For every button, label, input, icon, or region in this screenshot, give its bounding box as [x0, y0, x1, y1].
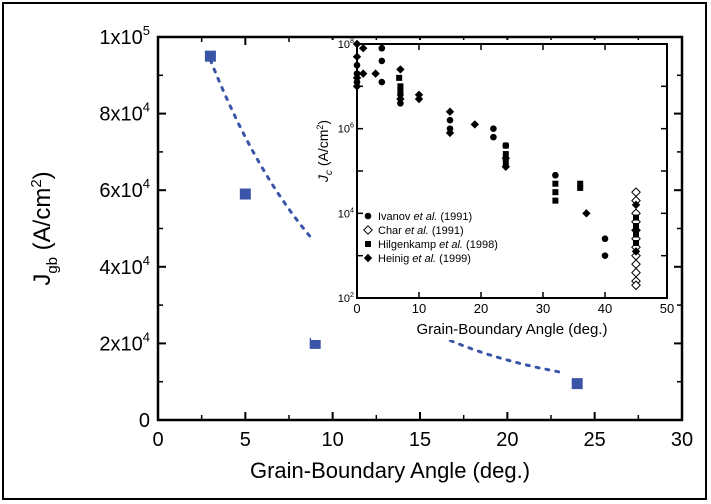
- main-x-axis-label: Grain-Boundary Angle (deg.): [250, 458, 530, 483]
- inset-data-point-diamond: [414, 94, 424, 104]
- inset-data-point-square: [552, 197, 559, 204]
- inset-y-tick-label: 108: [338, 37, 354, 51]
- legend-marker-circle: [364, 212, 372, 220]
- main-y-tick-label: 0: [139, 410, 150, 432]
- inset-data-point-square: [397, 83, 404, 90]
- inset-y-axis-label: Jc (A/cm2): [315, 120, 335, 183]
- main-y-tick-label: 8x104: [99, 100, 150, 126]
- inset-data-point-diamond: [414, 90, 424, 99]
- inset-data-point-circle: [378, 57, 386, 65]
- main-data-point: [239, 188, 251, 200]
- inset-data-point-square: [502, 159, 509, 166]
- legend-entry: Hilgenkamp et al. (1998): [378, 239, 498, 251]
- inset-data-point-circle: [552, 171, 559, 179]
- main-x-tick-label: 25: [584, 429, 606, 451]
- inset-data-point-diamond: [631, 200, 641, 210]
- legend-marker-square: [365, 241, 371, 247]
- inset-data-point-square: [502, 151, 509, 158]
- inset-data-point-square: [633, 231, 639, 238]
- inset-data-point-square: [397, 87, 404, 94]
- inset-data-point-diamond: [631, 247, 641, 256]
- inset-data-point-square: [396, 74, 403, 81]
- inset-x-tick-label: 0: [353, 301, 360, 316]
- inset-data-point-square: [502, 142, 509, 149]
- main-x-tick-label: 20: [496, 429, 518, 451]
- inset-data-point-diamond: [352, 52, 362, 61]
- inset-data-point-diamond: [501, 154, 510, 163]
- main-y-axis-label: Jgb (A/cm2): [28, 171, 61, 285]
- inset-data-point-diamond: [352, 39, 362, 49]
- inset-data-point-diamond: [582, 209, 591, 218]
- inset-data-point-diamond: [445, 128, 455, 138]
- inset-data-point-diamond: [359, 44, 368, 53]
- inset-x-tick-label: 50: [660, 301, 674, 316]
- main-data-point: [309, 337, 321, 349]
- inset-data-point-diamond: [445, 107, 455, 116]
- inset-y-tick-label: 106: [338, 122, 354, 136]
- main-y-tick-label: 6x104: [99, 176, 150, 202]
- main-y-tick-label: 4x104: [99, 253, 150, 279]
- inset-data-point-circle: [446, 125, 454, 132]
- legend-entry: Heinig et al. (1999): [378, 253, 471, 265]
- inset-data-point-diamond: [371, 69, 380, 78]
- inset-data-point-circle: [353, 61, 361, 69]
- main-x-tick-label: 15: [409, 429, 431, 451]
- legend-entry: Ivanov et al. (1991): [378, 211, 472, 223]
- inset-data-point-square: [633, 239, 639, 246]
- inset-data-point-square: [577, 184, 584, 191]
- inset-data-point-diamond-open: [631, 280, 641, 291]
- inset-background: [311, 40, 673, 340]
- inset-data-point-circle: [378, 44, 386, 52]
- inset-data-point-diamond: [352, 73, 362, 83]
- legend-entry: Char et al. (1991): [378, 225, 464, 237]
- inset-x-axis-label: Grain-Boundary Angle (deg.): [417, 321, 608, 338]
- inset-data-point-diamond: [631, 226, 641, 235]
- inset-data-point-square: [552, 180, 559, 187]
- main-data-point: [204, 50, 216, 62]
- inset-data-point-diamond: [501, 162, 510, 171]
- main-x-tick-label: 30: [671, 429, 693, 451]
- inset-data-point-circle: [446, 116, 454, 124]
- inset-x-tick-label: 10: [412, 301, 426, 316]
- main-y-tick-label: 2x104: [99, 329, 150, 355]
- inset-data-point-diamond-open: [631, 187, 641, 198]
- inset-data-point-square: [577, 180, 584, 187]
- legend-marker-diamond: [363, 253, 373, 263]
- inset-data-point-diamond: [396, 65, 405, 74]
- main-fit-curve: [208, 58, 562, 374]
- legend-marker-diamond-open: [363, 225, 373, 235]
- inset-data-point-circle: [490, 125, 497, 132]
- inset-data-point-diamond: [396, 94, 405, 104]
- inset-data-point-diamond: [470, 120, 479, 129]
- inset-data-point-circle: [353, 70, 361, 77]
- main-y-tick-label: 1x105: [99, 23, 150, 49]
- inset-data-point-circle: [601, 252, 609, 259]
- inset-data-point-circle: [490, 133, 497, 141]
- inset-data-point-circle: [378, 78, 386, 86]
- inset-x-tick-label: 30: [536, 301, 550, 316]
- main-data-point: [571, 378, 583, 390]
- inset-data-point-diamond: [359, 69, 368, 78]
- inset-data-point-diamond: [352, 82, 362, 91]
- inset-y-tick-label: 102: [338, 291, 354, 305]
- main-x-tick-label: 5: [240, 429, 251, 451]
- inset-y-tick-label: 104: [338, 206, 354, 220]
- inset-data-point-square: [552, 189, 559, 196]
- main-x-tick-label: 0: [152, 429, 163, 451]
- inset-x-tick-label: 20: [474, 301, 488, 316]
- inset-data-point-square: [633, 223, 639, 230]
- inset-data-point-circle: [353, 78, 361, 86]
- main-x-tick-label: 10: [322, 429, 344, 451]
- inset-data-point-circle: [601, 235, 609, 243]
- inset-data-point-square: [633, 214, 639, 221]
- inset-x-tick-label: 40: [598, 301, 612, 316]
- inset-data-point-circle: [397, 99, 404, 107]
